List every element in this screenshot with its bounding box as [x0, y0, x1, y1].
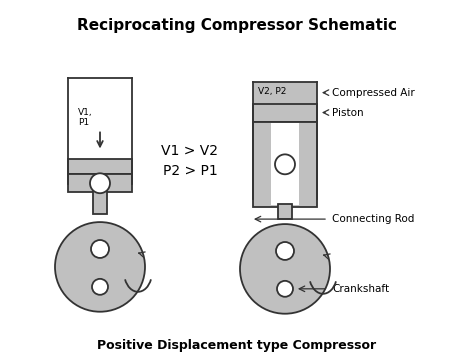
Circle shape	[276, 242, 294, 260]
Text: V2, P2: V2, P2	[258, 87, 286, 95]
Circle shape	[90, 173, 110, 193]
Bar	[253, 104, 317, 121]
Bar	[68, 159, 132, 174]
Text: Piston: Piston	[332, 108, 364, 118]
Text: Crankshaft: Crankshaft	[332, 284, 389, 294]
Text: Compressed Air: Compressed Air	[332, 88, 415, 98]
Bar	[70, 174, 130, 183]
Bar	[93, 187, 107, 214]
Bar	[271, 124, 299, 205]
Circle shape	[240, 224, 330, 314]
Bar	[278, 204, 292, 219]
Bar	[255, 121, 316, 198]
Circle shape	[275, 154, 295, 174]
Text: Positive Displacement type Compressor: Positive Displacement type Compressor	[98, 339, 376, 351]
Text: Reciprocating Compressor Schematic: Reciprocating Compressor Schematic	[77, 18, 397, 33]
Text: Connecting Rod: Connecting Rod	[332, 214, 414, 224]
Circle shape	[277, 281, 293, 297]
Bar	[68, 174, 132, 192]
Bar	[70, 79, 130, 159]
Bar	[253, 121, 317, 207]
Circle shape	[92, 279, 108, 295]
Circle shape	[55, 222, 145, 312]
Text: V1 > V2
P2 > P1: V1 > V2 P2 > P1	[162, 144, 219, 178]
Text: V1,
P1: V1, P1	[78, 108, 92, 127]
Bar	[253, 82, 317, 104]
Circle shape	[91, 240, 109, 258]
